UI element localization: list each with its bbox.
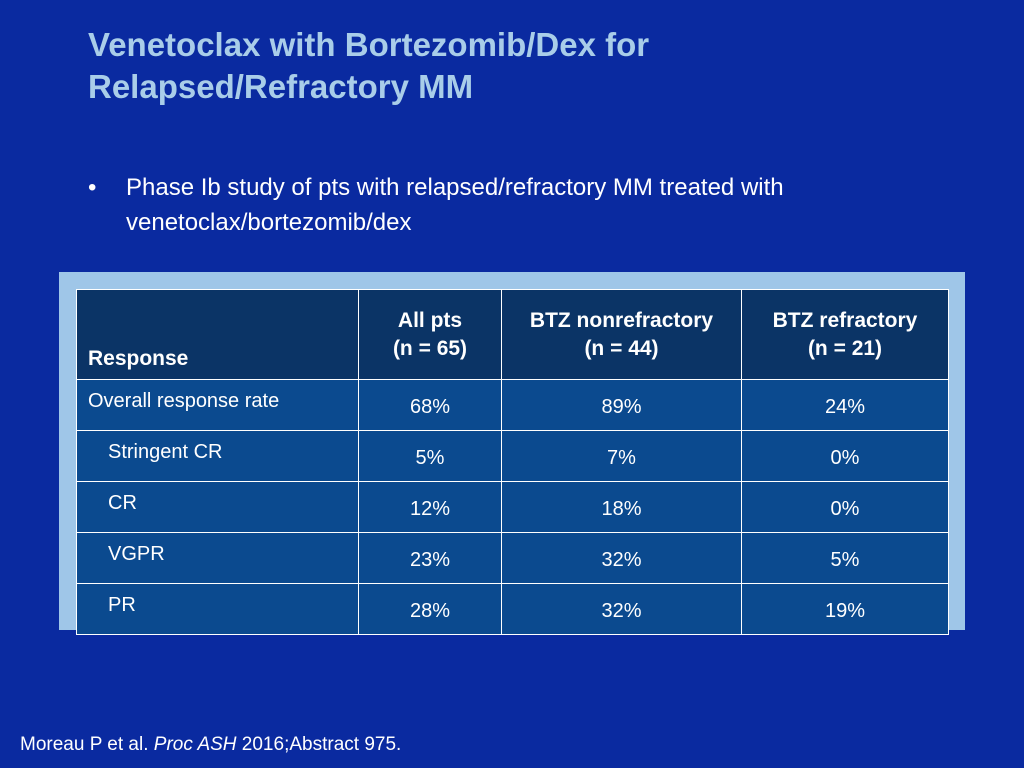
table-header-row: Response All pts (n = 65) BTZ nonrefract… [76, 289, 949, 380]
header-btz-refractory-label: BTZ refractory [772, 308, 918, 332]
table-row: VGPR 23% 32% 5% [76, 532, 949, 584]
table-row: Overall response rate 68% 89% 24% [76, 379, 949, 431]
citation-authors: Moreau P et al. [20, 734, 149, 755]
citation-journal: Proc ASH [153, 734, 237, 755]
header-btz-nonrefractory: BTZ nonrefractory (n = 44) [501, 289, 742, 380]
bullet-text: Phase Ib study of pts with relapsed/refr… [126, 174, 784, 236]
cell-btz-nonrefractory: 18% [501, 481, 742, 533]
header-response: Response [76, 289, 359, 380]
cell-btz-nonrefractory: 32% [501, 532, 742, 584]
cell-btz-refractory: 0% [741, 430, 949, 482]
citation-footer: Moreau P et al. Proc ASH 2016;Abstract 9… [20, 733, 401, 757]
row-label-vgpr: VGPR [76, 532, 359, 584]
header-all-pts-n: (n = 65) [392, 336, 468, 360]
table-row: Stringent CR 5% 7% 0% [76, 430, 949, 482]
header-btz-nonrefractory-label: BTZ nonrefractory [529, 308, 714, 332]
slide-title-line-1: Venetoclax with Bortezomib/Dex for [88, 26, 650, 63]
bullet-marker: • [88, 174, 97, 201]
cell-btz-refractory: 0% [741, 481, 949, 533]
header-btz-nonrefractory-n: (n = 44) [584, 336, 659, 360]
cell-all-pts: 12% [358, 481, 502, 533]
header-all-pts-label: All pts [397, 308, 463, 332]
slide-title-line-2: Relapsed/Refractory MM [88, 68, 474, 105]
table-row: CR 12% 18% 0% [76, 481, 949, 533]
row-label-pr: PR [76, 583, 359, 635]
cell-btz-nonrefractory: 32% [501, 583, 742, 635]
cell-btz-nonrefractory: 7% [501, 430, 742, 482]
row-label-cr: CR [76, 481, 359, 533]
cell-btz-refractory: 24% [741, 379, 949, 431]
table-row: PR 28% 32% 19% [76, 583, 949, 635]
row-label-overall-response-rate: Overall response rate [76, 379, 359, 431]
cell-btz-refractory: 5% [741, 532, 949, 584]
slide-title: Venetoclax with Bortezomib/Dex for Relap… [88, 24, 968, 108]
header-response-label: Response [88, 347, 189, 370]
response-table: Response All pts (n = 65) BTZ nonrefract… [76, 289, 949, 635]
header-all-pts: All pts (n = 65) [358, 289, 502, 380]
cell-btz-nonrefractory: 89% [501, 379, 742, 431]
cell-all-pts: 23% [358, 532, 502, 584]
cell-all-pts: 68% [358, 379, 502, 431]
cell-all-pts: 5% [358, 430, 502, 482]
cell-btz-refractory: 19% [741, 583, 949, 635]
citation-details: 2016;Abstract 975. [241, 734, 402, 755]
header-btz-refractory: BTZ refractory (n = 21) [741, 289, 949, 380]
cell-all-pts: 28% [358, 583, 502, 635]
row-label-stringent-cr: Stringent CR [76, 430, 359, 482]
header-btz-refractory-n: (n = 21) [807, 336, 883, 360]
